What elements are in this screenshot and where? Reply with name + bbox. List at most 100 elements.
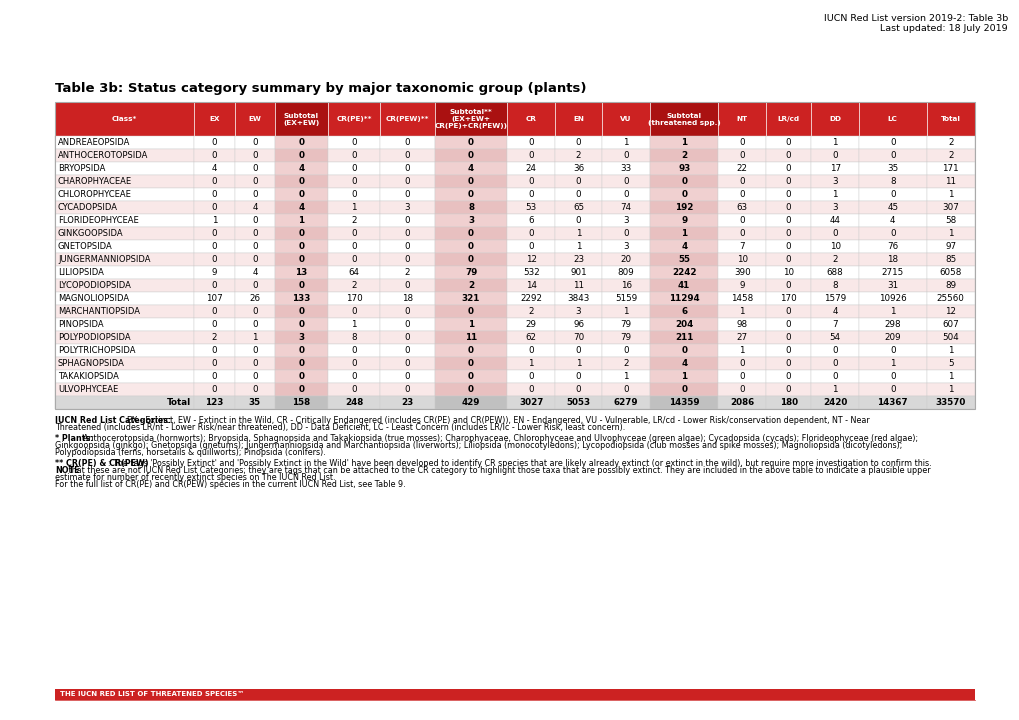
Bar — [234, 344, 275, 357]
Bar — [602, 292, 649, 305]
Bar — [717, 175, 765, 188]
Bar — [765, 136, 810, 149]
Bar — [380, 102, 434, 136]
Text: 74: 74 — [620, 203, 631, 212]
Text: 0: 0 — [576, 190, 581, 199]
Bar — [925, 292, 974, 305]
Text: 0: 0 — [528, 138, 534, 147]
Bar — [275, 102, 327, 136]
Text: 0: 0 — [212, 372, 217, 381]
Bar — [810, 292, 858, 305]
Text: 2715: 2715 — [880, 268, 903, 277]
Text: 0: 0 — [212, 320, 217, 329]
Text: 0: 0 — [468, 255, 474, 264]
Bar — [810, 266, 858, 279]
Bar — [649, 357, 717, 370]
Bar — [602, 162, 649, 175]
Bar — [275, 162, 327, 175]
Bar — [434, 279, 506, 292]
Bar — [858, 318, 925, 331]
Text: 70: 70 — [573, 333, 584, 342]
Text: 0: 0 — [468, 372, 474, 381]
Bar — [717, 396, 765, 409]
Bar — [275, 227, 327, 240]
Text: 0: 0 — [468, 307, 474, 316]
Bar — [717, 201, 765, 214]
Text: 64: 64 — [348, 268, 359, 277]
Text: CYCADOPSIDA: CYCADOPSIDA — [58, 203, 118, 212]
Bar — [234, 227, 275, 240]
Bar — [275, 370, 327, 383]
Bar — [327, 136, 380, 149]
Text: 8: 8 — [832, 281, 838, 290]
Bar — [234, 370, 275, 383]
Text: 3: 3 — [832, 203, 838, 212]
Bar — [275, 344, 327, 357]
Text: 0: 0 — [785, 255, 791, 264]
Text: SPHAGNOPSIDA: SPHAGNOPSIDA — [58, 359, 124, 368]
Bar — [925, 357, 974, 370]
Bar — [434, 370, 506, 383]
Text: 0: 0 — [299, 307, 304, 316]
Bar — [380, 136, 434, 149]
Bar — [195, 102, 234, 136]
Text: DD: DD — [828, 116, 841, 122]
Text: Table 3b: Status category summary by major taxonomic group (plants): Table 3b: Status category summary by maj… — [55, 82, 586, 95]
Text: 248: 248 — [344, 398, 363, 407]
Text: 2: 2 — [947, 151, 953, 160]
Text: 1: 1 — [576, 242, 581, 251]
Text: 0: 0 — [405, 151, 410, 160]
Text: 0: 0 — [405, 320, 410, 329]
Text: 307: 307 — [942, 203, 958, 212]
Bar — [810, 240, 858, 253]
Bar — [925, 162, 974, 175]
Bar — [925, 149, 974, 162]
Bar — [55, 318, 195, 331]
Bar — [554, 344, 602, 357]
Text: 0: 0 — [889, 138, 895, 147]
Bar — [765, 188, 810, 201]
Text: 123: 123 — [205, 398, 223, 407]
Text: 171: 171 — [942, 164, 958, 173]
Text: 298: 298 — [883, 320, 900, 329]
Bar — [234, 305, 275, 318]
Text: LYCOPODIOPSIDA: LYCOPODIOPSIDA — [58, 281, 130, 290]
Bar — [810, 188, 858, 201]
Bar — [765, 201, 810, 214]
Bar — [506, 318, 554, 331]
Text: 1: 1 — [681, 138, 687, 147]
Text: CR: CR — [525, 116, 536, 122]
Text: 24: 24 — [525, 164, 536, 173]
Bar — [234, 331, 275, 344]
Bar — [434, 149, 506, 162]
Bar — [195, 227, 234, 240]
Bar — [717, 331, 765, 344]
Text: 1: 1 — [947, 372, 953, 381]
Bar — [195, 318, 234, 331]
Text: 12: 12 — [945, 307, 956, 316]
Text: 1: 1 — [623, 372, 629, 381]
Text: 0: 0 — [212, 307, 217, 316]
Text: Class*: Class* — [112, 116, 138, 122]
Bar — [602, 318, 649, 331]
Bar — [434, 318, 506, 331]
Text: 11: 11 — [573, 281, 584, 290]
Bar — [554, 318, 602, 331]
Bar — [327, 266, 380, 279]
Text: 211: 211 — [675, 333, 693, 342]
Bar — [858, 396, 925, 409]
Bar — [327, 344, 380, 357]
Text: 1: 1 — [832, 385, 837, 394]
Bar — [55, 396, 195, 409]
Bar — [434, 357, 506, 370]
Bar — [506, 149, 554, 162]
Text: 0: 0 — [212, 255, 217, 264]
Bar — [55, 331, 195, 344]
Text: 1: 1 — [528, 359, 533, 368]
Text: 0: 0 — [252, 281, 258, 290]
Text: Subtotal
(EX+EW): Subtotal (EX+EW) — [283, 112, 319, 125]
Bar — [858, 162, 925, 175]
Bar — [234, 149, 275, 162]
Bar — [55, 689, 974, 700]
Text: LC: LC — [887, 116, 897, 122]
